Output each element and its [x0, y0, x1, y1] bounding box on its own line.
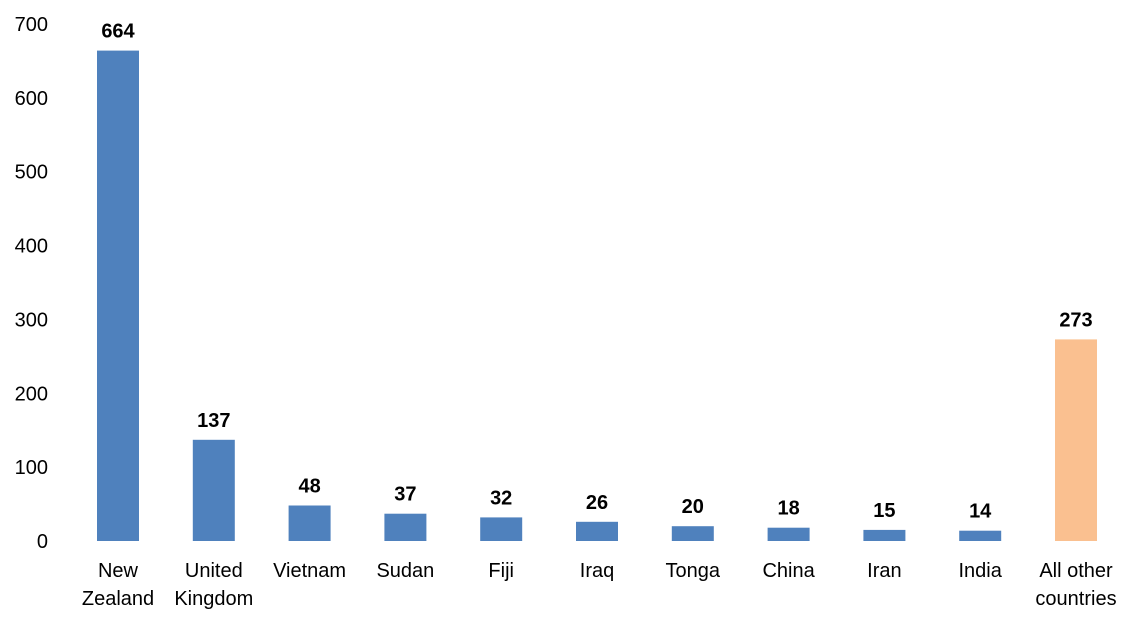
category-label: United Kingdom [174, 560, 253, 610]
data-label: 32 [490, 487, 512, 509]
data-label: 15 [873, 500, 895, 522]
category-label: India [959, 560, 1003, 582]
data-label: 37 [394, 484, 416, 506]
category-label-line: United [185, 560, 243, 582]
category-label-line: Sudan [376, 560, 434, 582]
category-label: China [762, 560, 815, 582]
bar [480, 517, 523, 541]
bar [384, 513, 427, 541]
category-label: All other countries [1035, 560, 1116, 610]
y-tick-label: 300 [15, 309, 48, 331]
data-labels: 664 137 48 37 32 26 20 18 15 14 273 [101, 21, 1092, 523]
bar [1055, 339, 1097, 541]
data-label: 18 [777, 498, 799, 520]
category-label: Vietnam [273, 560, 346, 582]
category-label: New Zealand [82, 560, 154, 610]
category-label-line: Iran [867, 560, 901, 582]
category-label: Iran [867, 560, 901, 582]
category-label-line: Iraq [580, 560, 614, 582]
data-label: 26 [586, 492, 608, 514]
data-label: 273 [1059, 309, 1092, 331]
bar [863, 529, 906, 541]
y-axis: 0 100 200 300 400 500 600 700 [15, 14, 48, 553]
x-axis: New Zealand United Kingdom Vietnam Sudan Fiji I… [82, 560, 1117, 610]
bar [671, 526, 714, 541]
category-label-line: Fiji [488, 560, 514, 582]
category-label-line: New [98, 560, 139, 582]
data-label: 14 [969, 501, 992, 523]
category-label-line: Kingdom [174, 588, 253, 610]
category-label-line: Tonga [666, 560, 721, 582]
data-label: 664 [101, 21, 135, 43]
category-label-line: China [762, 560, 815, 582]
y-tick-label: 500 [15, 162, 48, 184]
y-tick-label: 100 [15, 457, 48, 479]
y-tick-label: 400 [15, 236, 48, 258]
category-label: Fiji [488, 560, 514, 582]
bar [767, 527, 810, 541]
bar [959, 530, 1002, 541]
bar [288, 505, 331, 541]
category-label-line: countries [1035, 588, 1116, 610]
category-label-line: India [959, 560, 1003, 582]
bar [192, 439, 235, 541]
category-label-line: All other [1039, 560, 1113, 582]
bar [576, 521, 618, 541]
y-tick-label: 600 [15, 88, 48, 110]
data-label: 137 [197, 410, 230, 432]
y-tick-label: 700 [15, 14, 48, 36]
category-label-line: Zealand [82, 588, 154, 610]
y-tick-label: 0 [37, 531, 48, 553]
data-label: 20 [682, 496, 704, 518]
y-tick-label: 200 [15, 383, 48, 405]
data-label: 48 [298, 476, 320, 498]
category-label: Sudan [376, 560, 434, 582]
category-label: Iraq [580, 560, 614, 582]
category-label: Tonga [666, 560, 721, 582]
bars [97, 50, 1097, 541]
bar [97, 50, 139, 541]
category-label-line: Vietnam [273, 560, 346, 582]
